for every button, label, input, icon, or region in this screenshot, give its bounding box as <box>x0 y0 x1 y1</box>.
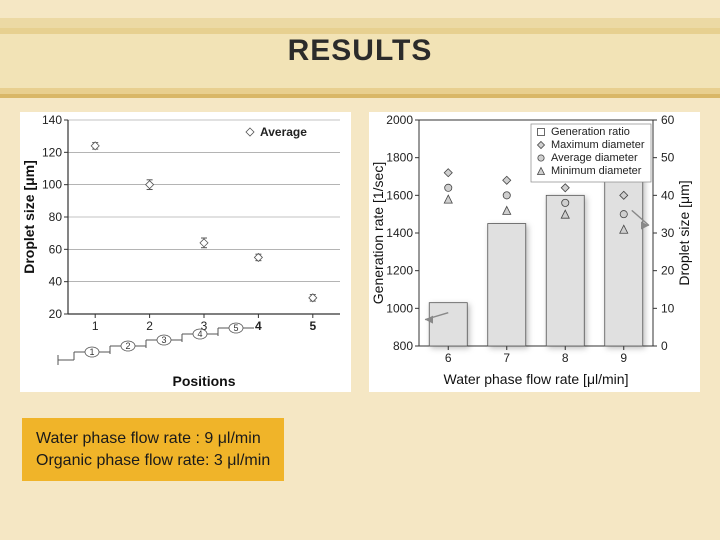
svg-text:1800: 1800 <box>386 151 413 165</box>
caption-box: Water phase flow rate : 9 μl/min Organic… <box>22 418 284 481</box>
charts-row: 2040608010012014012345AverageDroplet siz… <box>20 112 700 392</box>
svg-text:8: 8 <box>562 351 569 365</box>
svg-text:120: 120 <box>42 145 62 159</box>
svg-text:4: 4 <box>197 329 202 339</box>
svg-text:5: 5 <box>233 323 238 333</box>
svg-text:50: 50 <box>661 151 675 165</box>
svg-text:40: 40 <box>661 188 675 202</box>
svg-text:60: 60 <box>49 242 63 256</box>
svg-text:60: 60 <box>661 113 675 127</box>
svg-text:1000: 1000 <box>386 301 413 315</box>
svg-text:1: 1 <box>89 347 94 357</box>
caption-line-2: Organic phase flow rate: 3 μl/min <box>36 450 270 472</box>
caption-line-1: Water phase flow rate : 9 μl/min <box>36 428 270 450</box>
svg-text:Droplet size [μm]: Droplet size [μm] <box>676 180 692 285</box>
svg-text:100: 100 <box>42 178 62 192</box>
svg-text:1: 1 <box>92 319 99 333</box>
left-chart-panel: 2040608010012014012345AverageDroplet siz… <box>20 112 351 392</box>
svg-text:30: 30 <box>661 226 675 240</box>
svg-text:Generation ratio: Generation ratio <box>551 126 630 138</box>
svg-text:Positions: Positions <box>172 373 235 389</box>
svg-text:6: 6 <box>445 351 452 365</box>
svg-text:Generation rate [1/sec]: Generation rate [1/sec] <box>370 162 386 304</box>
svg-text:0: 0 <box>661 339 668 353</box>
svg-text:800: 800 <box>393 339 413 353</box>
svg-text:Water phase flow rate [μl/min]: Water phase flow rate [μl/min] <box>444 371 629 387</box>
left-chart: 2040608010012014012345AverageDroplet siz… <box>20 112 350 392</box>
svg-text:140: 140 <box>42 113 62 127</box>
slide-title: RESULTS <box>0 34 720 68</box>
svg-text:20: 20 <box>49 307 63 321</box>
right-chart: 800 1000 1200 1400 1600 1800 2000 0 10 20 30 40 50 60… <box>369 112 699 392</box>
svg-text:20: 20 <box>661 264 675 278</box>
svg-text:3: 3 <box>161 335 166 345</box>
svg-text:80: 80 <box>49 210 63 224</box>
svg-text:Average diameter: Average diameter <box>551 152 638 164</box>
svg-text:4: 4 <box>255 319 262 333</box>
svg-text:Droplet size [μm]: Droplet size [μm] <box>21 160 37 274</box>
svg-text:2: 2 <box>146 319 153 333</box>
svg-text:2: 2 <box>125 341 130 351</box>
svg-text:7: 7 <box>503 351 510 365</box>
svg-text:9: 9 <box>620 351 627 365</box>
svg-text:1400: 1400 <box>386 226 413 240</box>
svg-text:1200: 1200 <box>386 264 413 278</box>
svg-text:1600: 1600 <box>386 188 413 202</box>
svg-text:5: 5 <box>309 319 316 333</box>
svg-text:Maximum diameter: Maximum diameter <box>551 139 645 151</box>
svg-text:2000: 2000 <box>386 113 413 127</box>
svg-text:Minimum diameter: Minimum diameter <box>551 165 642 177</box>
svg-text:Average: Average <box>260 125 307 139</box>
right-chart-panel: 800 1000 1200 1400 1600 1800 2000 0 10 20 30 40 50 60… <box>369 112 700 392</box>
svg-text:40: 40 <box>49 275 63 289</box>
slide: RESULTS 2040608010012014012345AverageDro… <box>0 0 720 540</box>
svg-text:10: 10 <box>661 301 675 315</box>
